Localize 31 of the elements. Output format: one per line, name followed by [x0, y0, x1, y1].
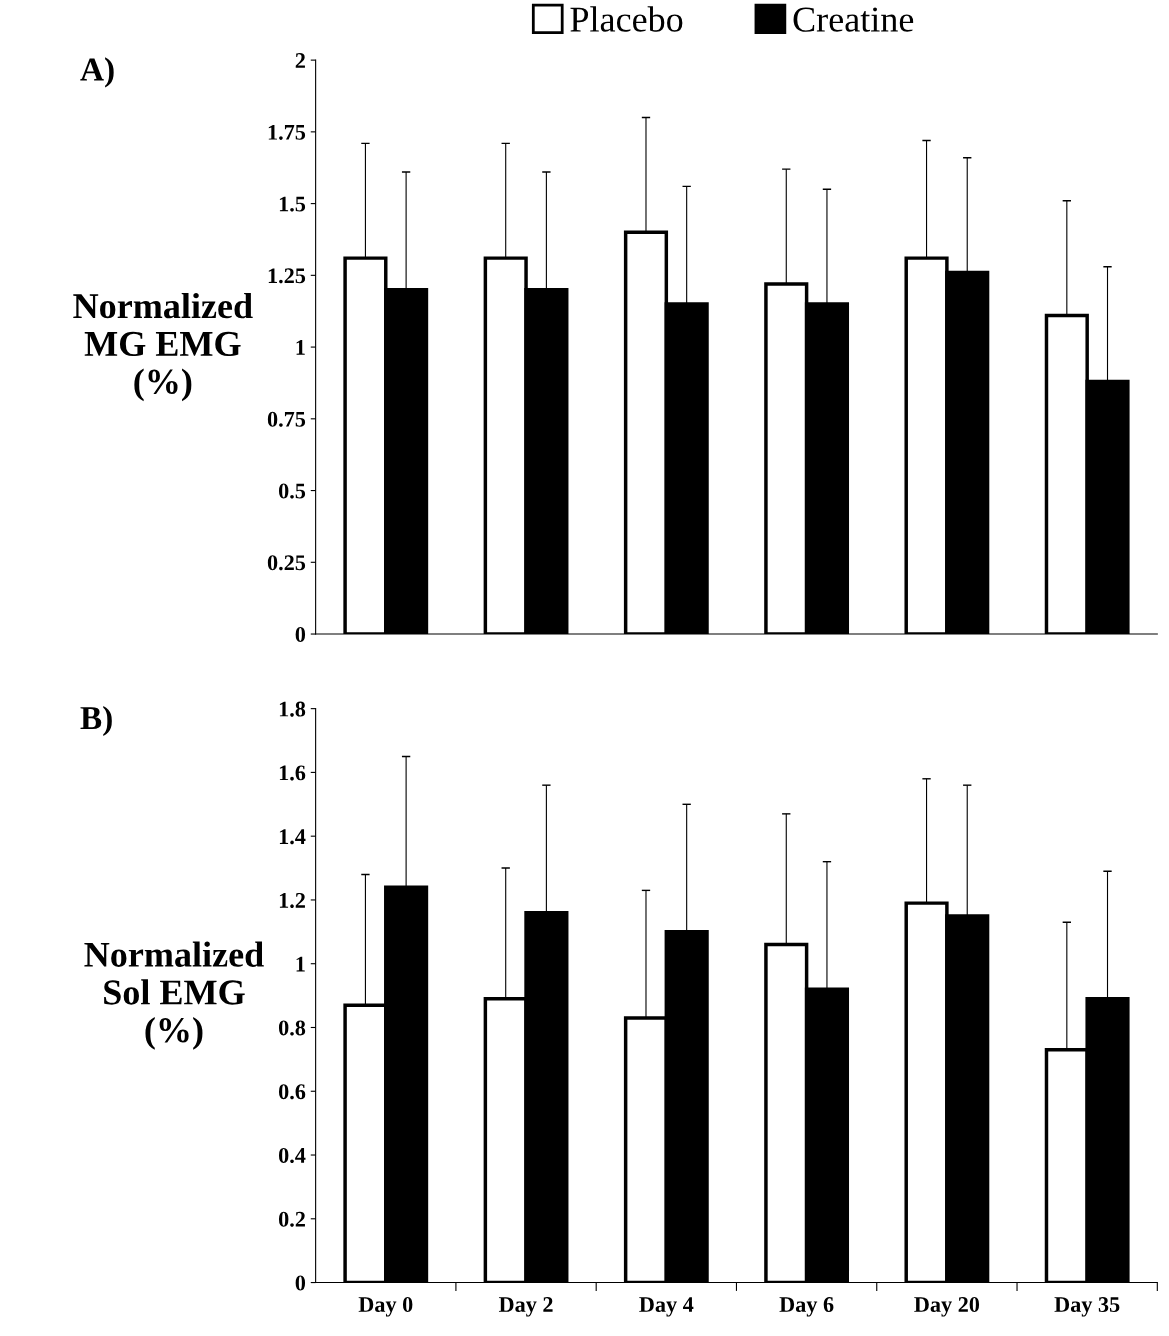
y-tick-label: 1.8: [279, 701, 306, 717]
y-tick-label: 0.6: [278, 1084, 306, 1100]
x-tick-label: Day 20: [914, 1297, 980, 1317]
y-tick-label: 2: [295, 53, 305, 68]
y-tick-label: 0: [295, 1275, 306, 1291]
y-tick-label: 1: [296, 340, 305, 355]
y-tick-label: 0.5: [278, 483, 306, 499]
y-tick-label: 1.5: [279, 196, 306, 212]
y-tick-label: 1.2: [279, 892, 305, 908]
y-axis-title: Normalized MG EMG (%): [73, 292, 253, 402]
y-tick-label: 1.25: [268, 268, 306, 284]
legend-label: Creatine: [793, 7, 914, 32]
y-tick-label: 0.75: [267, 411, 306, 427]
x-tick-label: Day 4: [639, 1297, 694, 1317]
y-tick-label: 0.2: [278, 1211, 305, 1227]
chart-title: A): [80, 57, 114, 88]
y-tick-label: 0.8: [278, 1020, 306, 1036]
x-tick-label: Day 6: [779, 1297, 834, 1317]
x-tick-label: Day 35: [1054, 1297, 1120, 1317]
y-tick-label: 0.4: [278, 1147, 306, 1164]
y-tick-label: 1.75: [268, 124, 306, 140]
y-axis-title: Normalized Sol EMG (%): [84, 941, 264, 1050]
y-tick-label: 1.4: [279, 829, 306, 845]
chart-title: B): [80, 705, 112, 737]
y-tick-label: 0: [295, 626, 306, 642]
y-tick-label: 1.6: [279, 765, 306, 781]
x-tick-label: Day 0: [358, 1297, 413, 1317]
legend-label: Placebo: [570, 6, 683, 32]
y-tick-label: 0.25: [267, 555, 306, 571]
x-tick-label: Day 2: [498, 1297, 553, 1317]
y-tick-label: 1: [296, 956, 305, 972]
